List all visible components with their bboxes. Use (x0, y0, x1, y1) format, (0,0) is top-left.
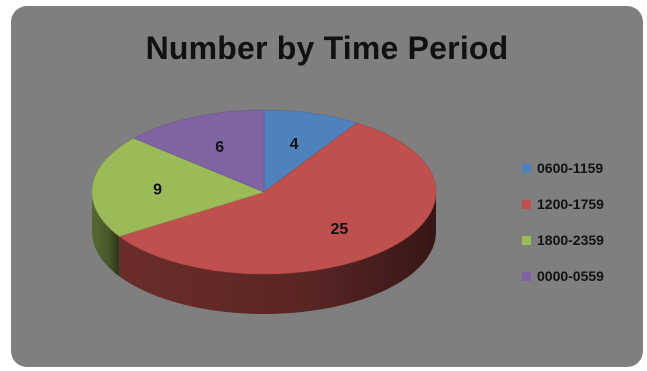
pie-data-label: 9 (153, 181, 162, 198)
legend-label: 0000-0559 (537, 268, 604, 284)
legend-item: 0600-1159 (522, 160, 637, 176)
pie-data-label: 4 (290, 136, 299, 153)
legend-swatch (522, 199, 531, 209)
pie-labels: 4 25 9 6 (153, 136, 348, 238)
chart-title: Number by Time Period (145, 30, 509, 66)
pie-slice (263, 109, 358, 193)
legend-swatch (522, 163, 531, 173)
legend-label: 1800-2359 (537, 232, 604, 248)
pie-slice (133, 109, 265, 193)
legend-item: 0000-0559 (522, 268, 637, 284)
pie-data-label: 6 (215, 139, 224, 156)
legend: 0600-1159 1200-1759 1800-2359 0000-0559 (522, 160, 637, 304)
pie-tops (91, 109, 437, 275)
pie-side-shading (92, 192, 120, 277)
legend-swatch (522, 271, 531, 281)
pie-slice (91, 137, 265, 237)
legend-label: 0600-1159 (537, 160, 604, 176)
legend-swatch (522, 235, 531, 245)
pie-side-shading (119, 192, 437, 314)
legend-label: 1200-1759 (537, 196, 604, 212)
pie-slice (118, 122, 437, 275)
legend-item: 1800-2359 (522, 232, 637, 248)
pie-sides (92, 192, 437, 314)
pie-data-label: 25 (331, 221, 349, 238)
legend-item: 1200-1759 (522, 196, 637, 212)
